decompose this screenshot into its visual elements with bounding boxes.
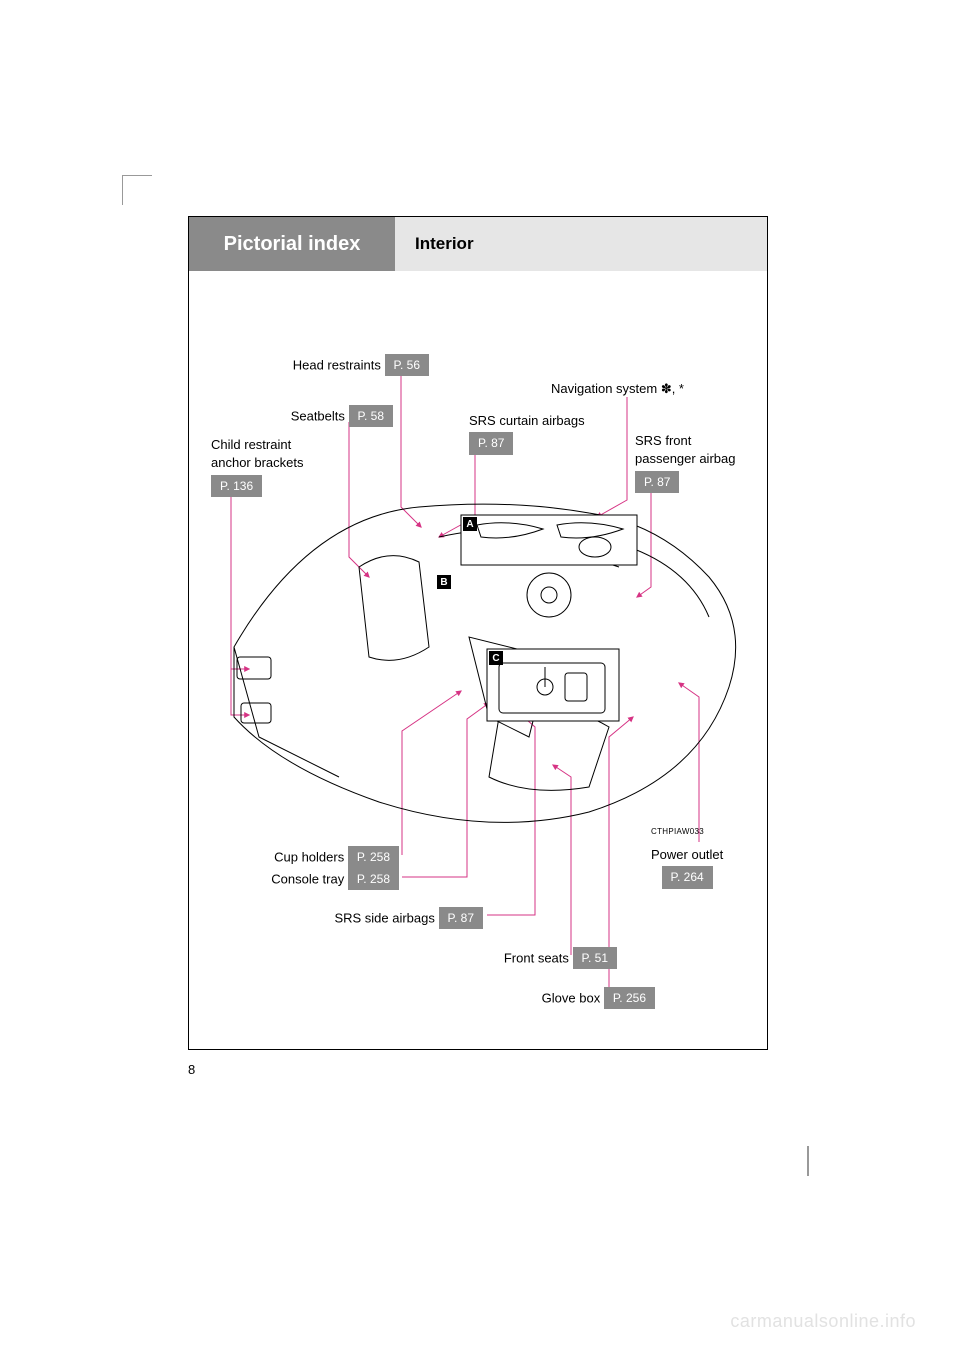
callout-cup-holders: Cup holders P. 258 — [223, 846, 399, 868]
front-seats-page: P. 51 — [573, 947, 617, 969]
callout-srs-front-passenger: SRS front passenger airbag P. 87 — [635, 431, 735, 493]
manual-page: Pictorial index Interior — [188, 216, 768, 1050]
inset-letter-a: A — [463, 517, 477, 531]
srs-front-label-2: passenger airbag — [635, 451, 735, 466]
head-restraints-label: Head restraints — [293, 357, 381, 372]
navigation-label: Navigation system ✽, * — [551, 381, 684, 396]
crop-mark-top-left — [122, 175, 152, 205]
seatbelts-page: P. 58 — [349, 405, 393, 427]
callout-seatbelts: Seatbelts P. 58 — [233, 405, 393, 427]
crop-mark-bottom-right — [807, 1146, 809, 1176]
child-restraint-page: P. 136 — [211, 475, 262, 497]
console-tray-page: P. 258 — [348, 868, 399, 890]
callout-navigation: Navigation system ✽, * — [551, 379, 684, 397]
watermark: carmanualsonline.info — [730, 1311, 916, 1332]
page-number: 8 — [188, 1062, 195, 1077]
cup-holders-page: P. 258 — [348, 846, 399, 868]
srs-side-label: SRS side airbags — [334, 910, 434, 925]
glove-box-page: P. 256 — [604, 987, 655, 1009]
srs-front-page: P. 87 — [635, 471, 679, 493]
illustration-code: CTHPIAW033 — [651, 827, 704, 836]
child-restraint-label-2: anchor brackets — [211, 455, 304, 470]
child-restraint-label-1: Child restraint — [211, 437, 291, 452]
page-header: Pictorial index Interior — [189, 217, 767, 271]
callout-head-restraints: Head restraints P. 56 — [249, 354, 429, 376]
seatbelts-label: Seatbelts — [291, 408, 345, 423]
inset-letter-c: C — [489, 651, 503, 665]
inset-letter-b: B — [437, 575, 451, 589]
head-restraints-page: P. 56 — [385, 354, 429, 376]
pictorial-index-title: Pictorial index — [189, 217, 395, 271]
callout-glove-box: Glove box P. 256 — [475, 987, 655, 1009]
srs-curtain-label: SRS curtain airbags — [469, 413, 585, 428]
console-tray-label: Console tray — [271, 871, 344, 886]
power-outlet-label: Power outlet — [651, 847, 723, 862]
callout-power-outlet: Power outlet P. 264 — [651, 845, 723, 889]
callout-console-tray: Console tray P. 258 — [223, 868, 399, 890]
power-outlet-page: P. 264 — [662, 866, 713, 888]
srs-side-page: P. 87 — [439, 907, 483, 929]
callout-front-seats: Front seats P. 51 — [417, 947, 617, 969]
srs-curtain-page: P. 87 — [469, 432, 513, 454]
srs-front-label-1: SRS front — [635, 433, 691, 448]
callout-child-restraint: Child restraint anchor brackets P. 136 — [211, 435, 304, 497]
front-seats-label: Front seats — [504, 950, 569, 965]
section-title: Interior — [395, 217, 767, 271]
callout-srs-side: SRS side airbags P. 87 — [265, 907, 483, 929]
callout-srs-curtain: SRS curtain airbags P. 87 — [469, 411, 585, 455]
glove-box-label: Glove box — [542, 990, 601, 1005]
cup-holders-label: Cup holders — [274, 849, 344, 864]
